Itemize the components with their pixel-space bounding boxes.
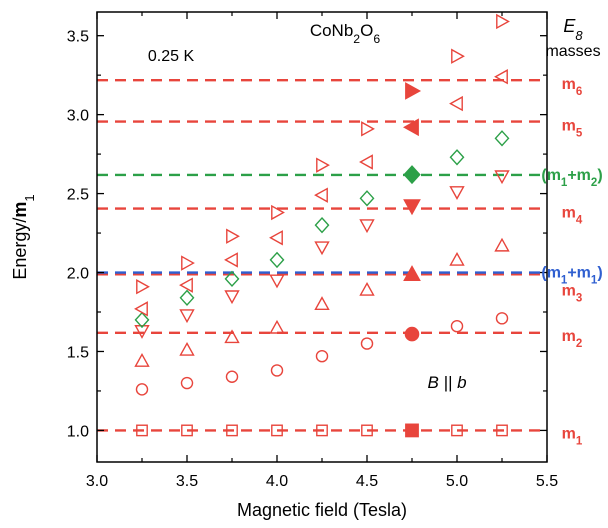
data-series bbox=[134, 13, 510, 438]
data-point-triangle-right-open bbox=[226, 228, 240, 244]
data-point-triangle-right-open bbox=[136, 279, 150, 295]
data-point-triangle-down-open bbox=[359, 219, 375, 234]
reference-line-label: m6 bbox=[562, 76, 583, 98]
data-point-triangle-left-open bbox=[494, 69, 508, 85]
reference-line-label: m2 bbox=[562, 328, 583, 350]
data-point-triangle-right-open bbox=[451, 48, 465, 64]
data-point-square-filled bbox=[405, 423, 419, 438]
data-point-triangle-down-open bbox=[179, 309, 195, 324]
data-point-diamond-open bbox=[134, 311, 150, 329]
data-point-triangle-up-open bbox=[269, 319, 285, 334]
x-tick-label: 4.0 bbox=[266, 473, 288, 490]
legend-title-masses: masses bbox=[545, 43, 600, 60]
data-point-diamond-open bbox=[494, 130, 510, 147]
y-tick-label: 3.5 bbox=[67, 29, 89, 46]
data-point-triangle-down-filled bbox=[403, 199, 421, 216]
reference-line-label: m4 bbox=[562, 205, 583, 227]
data-point-square-open bbox=[316, 424, 328, 437]
data-point-circle-open bbox=[315, 349, 329, 363]
data-point-triangle-left-open bbox=[224, 252, 238, 268]
x-tick-label: 5.0 bbox=[446, 473, 468, 490]
data-point-triangle-down-open bbox=[134, 325, 150, 339]
y-tick-label: 3.0 bbox=[67, 108, 89, 125]
data-point-triangle-right-open bbox=[271, 204, 285, 221]
data-point-circle-open bbox=[360, 337, 374, 350]
data-point-triangle-up-open bbox=[134, 353, 150, 367]
y-tick-label: 1.5 bbox=[67, 344, 89, 361]
data-point-triangle-down-open bbox=[224, 290, 240, 305]
data-point-triangle-up-filled bbox=[403, 265, 421, 282]
reference-lines bbox=[97, 79, 545, 432]
data-point-triangle-up-open bbox=[494, 237, 510, 252]
data-point-triangle-left-open bbox=[179, 277, 193, 293]
data-point-circle-open bbox=[450, 319, 464, 333]
data-point-diamond-open bbox=[314, 216, 330, 234]
axes: 3.0 3.5 4.0 4.5 5.0 5.5 1.0 1.5 2.0 2.5 3.0 3.5 bbox=[67, 11, 558, 490]
data-point-circle-open bbox=[270, 364, 284, 377]
data-point-triangle-left-open bbox=[269, 230, 283, 246]
data-point-triangle-up-open bbox=[224, 329, 240, 344]
data-point-square-open bbox=[136, 424, 148, 437]
x-tick-label: 3.5 bbox=[176, 473, 198, 490]
y-tick-label: 2.0 bbox=[67, 266, 89, 283]
data-point-triangle-right-filled bbox=[405, 82, 422, 100]
data-point-triangle-down-open bbox=[314, 241, 330, 256]
reference-line-label: m1 bbox=[562, 425, 583, 447]
x-tick-label: 4.5 bbox=[356, 473, 378, 490]
labels: Magnetic field (Tesla)Energy/m1m1m2m3(m1… bbox=[10, 16, 603, 520]
data-point-square-open bbox=[361, 424, 373, 437]
reference-line-label: (m1+m1) bbox=[541, 265, 602, 287]
y-tick-label: 2.5 bbox=[67, 187, 89, 204]
data-point-triangle-right-open bbox=[496, 13, 510, 30]
data-point-circle-open bbox=[495, 312, 509, 325]
x-tick-label: 5.5 bbox=[536, 473, 558, 490]
x-tick-label: 3.0 bbox=[86, 473, 108, 490]
x-axis-label: Magnetic field (Tesla) bbox=[237, 500, 407, 520]
data-point-triangle-down-open bbox=[449, 186, 465, 200]
data-point-diamond-open bbox=[224, 270, 240, 288]
data-point-square-open bbox=[226, 424, 238, 437]
data-point-square-open bbox=[271, 424, 283, 437]
data-point-circle-open bbox=[180, 376, 194, 390]
data-point-triangle-left-open bbox=[134, 301, 148, 317]
temperature-label: 0.25 K bbox=[148, 48, 195, 65]
data-point-diamond-open bbox=[179, 289, 195, 306]
data-point-diamond-open bbox=[449, 149, 465, 166]
data-point-triangle-left-open bbox=[449, 95, 463, 112]
data-point-triangle-down-open bbox=[494, 170, 510, 185]
data-point-circle-open bbox=[225, 370, 239, 383]
data-point-triangle-left-filled bbox=[402, 118, 419, 137]
data-point-triangle-right-open bbox=[316, 157, 330, 173]
data-point-triangle-left-open bbox=[314, 187, 328, 203]
data-point-diamond-open bbox=[269, 251, 285, 269]
data-point-square-open bbox=[181, 424, 193, 437]
reference-line-label: (m1+m2) bbox=[541, 167, 602, 189]
data-point-circle-filled bbox=[404, 326, 420, 342]
chart-title: CoNb2O6 bbox=[310, 21, 381, 46]
data-point-triangle-down-open bbox=[269, 274, 285, 289]
data-point-triangle-up-open bbox=[179, 341, 195, 356]
data-point-triangle-right-open bbox=[361, 121, 375, 137]
data-point-square-open bbox=[496, 424, 508, 437]
data-point-triangle-right-open bbox=[181, 255, 195, 271]
data-point-triangle-up-open bbox=[359, 281, 375, 296]
y-axis-label: Energy/m1 bbox=[10, 194, 37, 279]
data-point-triangle-up-open bbox=[314, 296, 330, 311]
reference-line-label: m3 bbox=[562, 282, 583, 304]
reference-line-label: m5 bbox=[562, 118, 583, 140]
data-point-diamond-filled bbox=[403, 165, 421, 185]
data-point-diamond-open bbox=[359, 190, 375, 207]
data-point-triangle-up-open bbox=[449, 251, 465, 266]
y-tick-label: 1.0 bbox=[67, 423, 89, 440]
data-point-square-open bbox=[451, 424, 463, 437]
data-point-circle-open bbox=[135, 383, 149, 396]
legend-title-e8: E8 bbox=[563, 16, 583, 43]
data-point-triangle-left-open bbox=[359, 154, 373, 170]
field-annotation: B || b bbox=[427, 373, 466, 392]
